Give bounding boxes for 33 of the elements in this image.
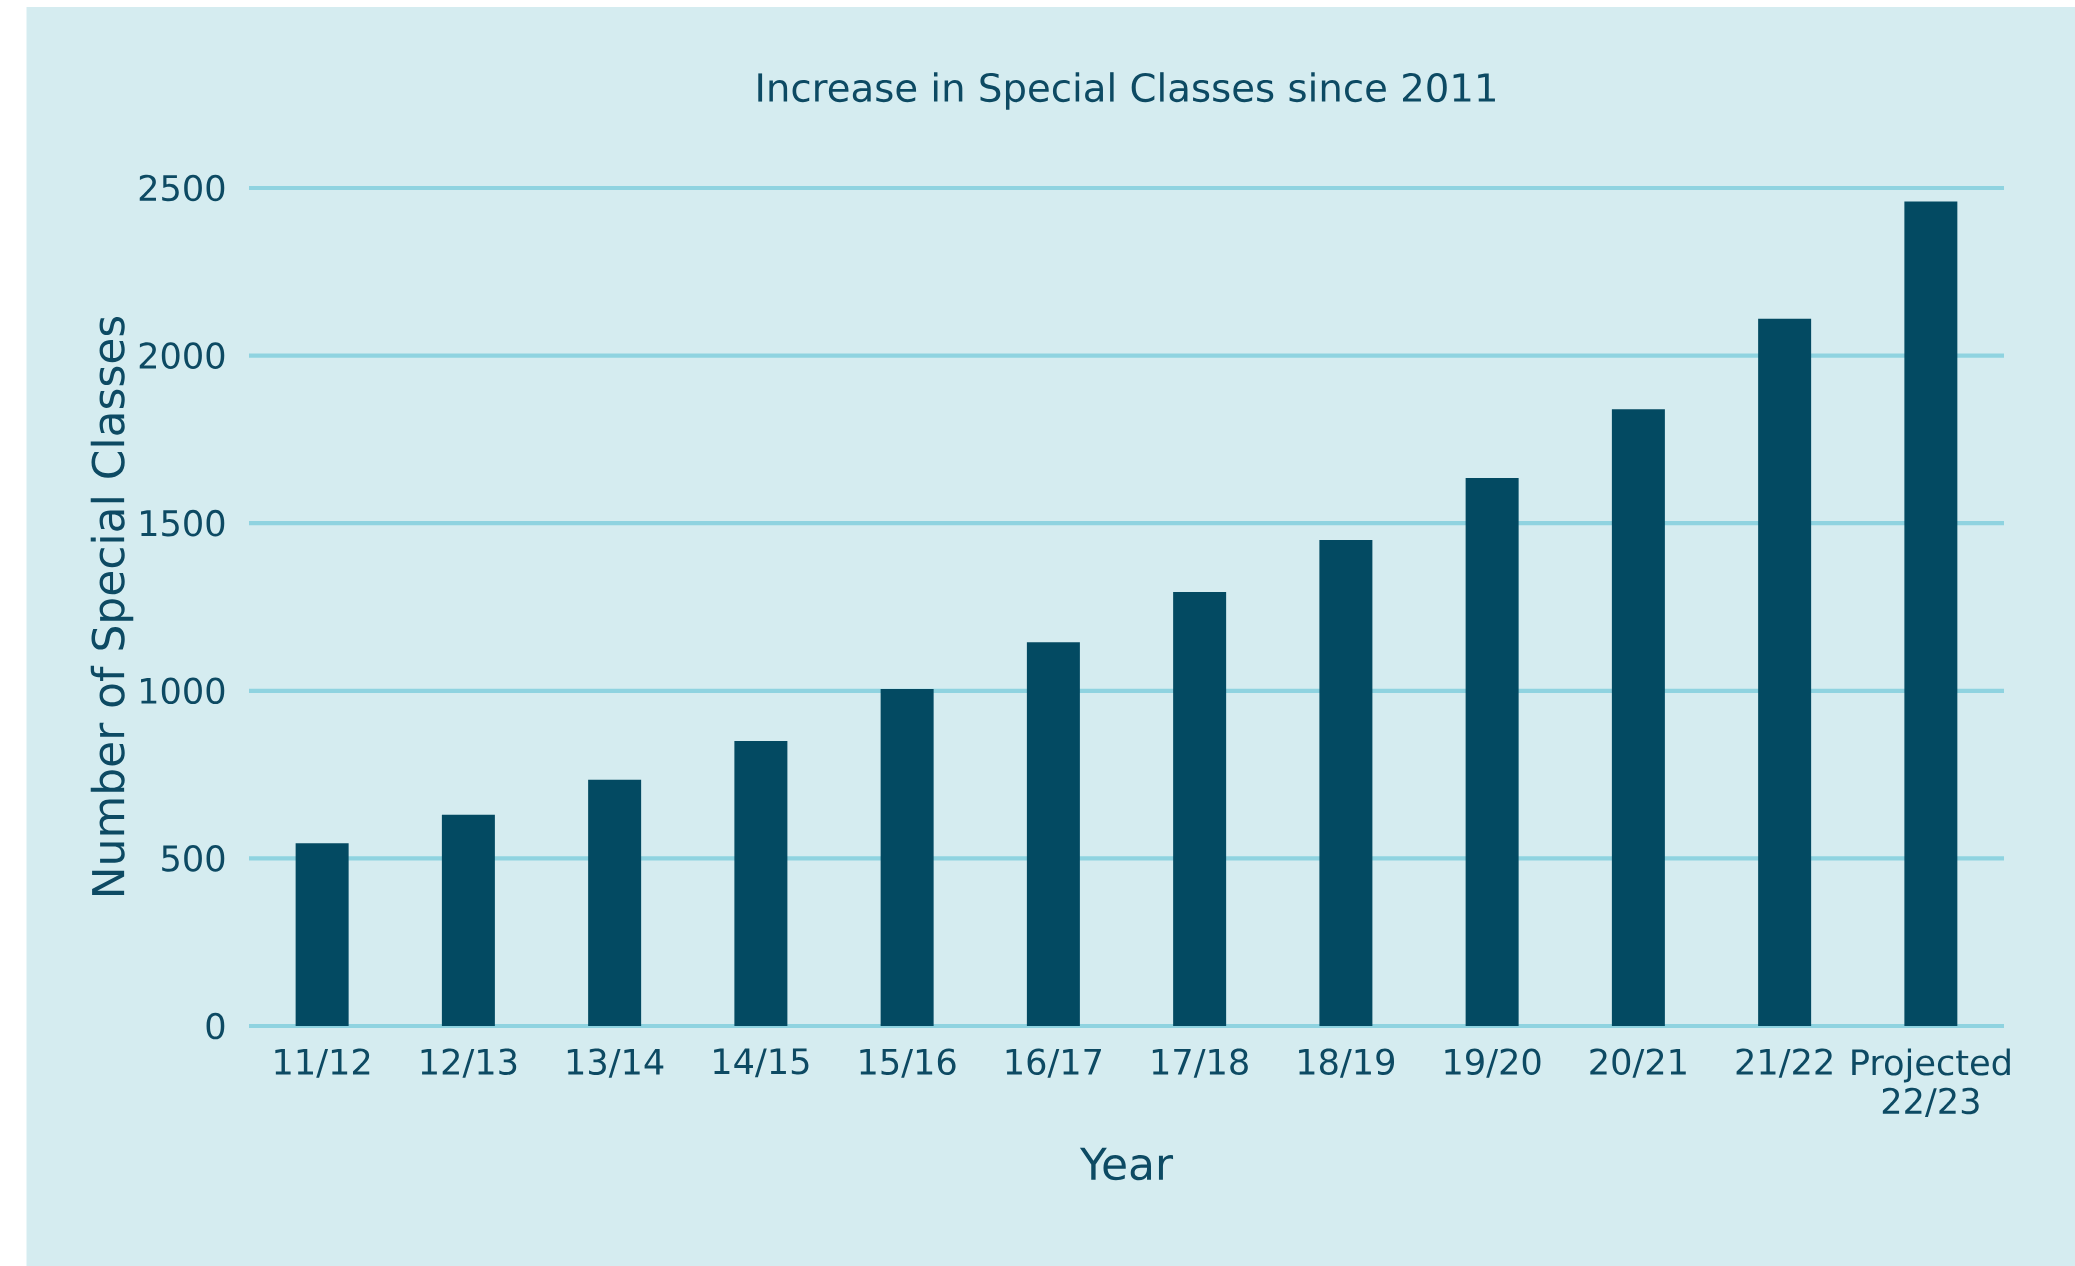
bar [1319,539,1373,1027]
x-tick-label: Projected 22/23 [1852,1048,2010,1118]
y-tick-label: 1500 [141,509,225,537]
bar [734,741,788,1027]
x-tick-label: 12/13 [421,1048,517,1078]
x-tick-label: 18/19 [1299,1048,1395,1078]
x-tick-label: 13/14 [567,1048,664,1078]
x-tick-label: 15/16 [860,1048,956,1078]
x-tick-label: 20/21 [1590,1048,1686,1078]
bar [1465,477,1519,1027]
bar [880,689,934,1027]
y-tick-label: 0 [206,1012,225,1040]
x-tick-label: 16/17 [1006,1048,1101,1078]
bar [1904,201,1958,1027]
x-tick-label: 11/12 [275,1048,370,1078]
bar [441,814,495,1027]
x-tick-label: 17/18 [1152,1048,1248,1078]
bar [1758,318,1812,1027]
y-axis-title: Number of Special Classes [90,316,134,895]
bar [1173,591,1227,1027]
bar [1026,642,1080,1027]
y-tick-label: 2000 [139,342,225,369]
y-tick-label: 1000 [141,677,225,705]
x-axis-title: Year [1079,1147,1174,1181]
chart-title: Increase in Special Classes since 2011 [758,72,1495,110]
bar [295,843,349,1027]
bar [1611,409,1665,1027]
bar [588,779,642,1027]
y-tick-label: 500 [162,845,225,872]
x-tick-label: 19/20 [1445,1048,1541,1078]
x-tick-label: 21/22 [1736,1048,1832,1078]
y-tick-label: 2500 [139,174,225,202]
x-tick-label: 14/15 [714,1048,809,1078]
